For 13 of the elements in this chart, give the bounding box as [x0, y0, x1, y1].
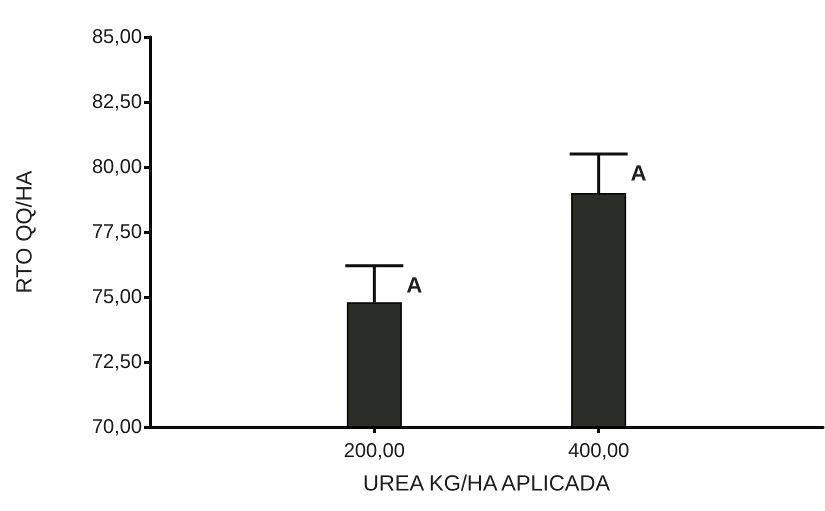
- y-axis-title: RTO QQ/HA: [12, 170, 36, 294]
- x-axis-title: UREA KG/HA APLICADA: [363, 470, 610, 496]
- x-tick-label: 200,00: [344, 440, 405, 462]
- y-tick-label: 77,50: [92, 221, 142, 243]
- y-tick-label: 72,50: [92, 351, 142, 373]
- y-tick-label: 85,00: [92, 26, 142, 48]
- y-tick-label: 80,00: [92, 156, 142, 178]
- annotation: A: [406, 272, 422, 298]
- y-tick-label: 82,50: [92, 91, 142, 113]
- y-tick-label: 75,00: [92, 286, 142, 308]
- y-tick-label: 70,00: [92, 416, 142, 438]
- annotation: A: [630, 160, 647, 186]
- x-tick-label: 400,00: [568, 440, 630, 462]
